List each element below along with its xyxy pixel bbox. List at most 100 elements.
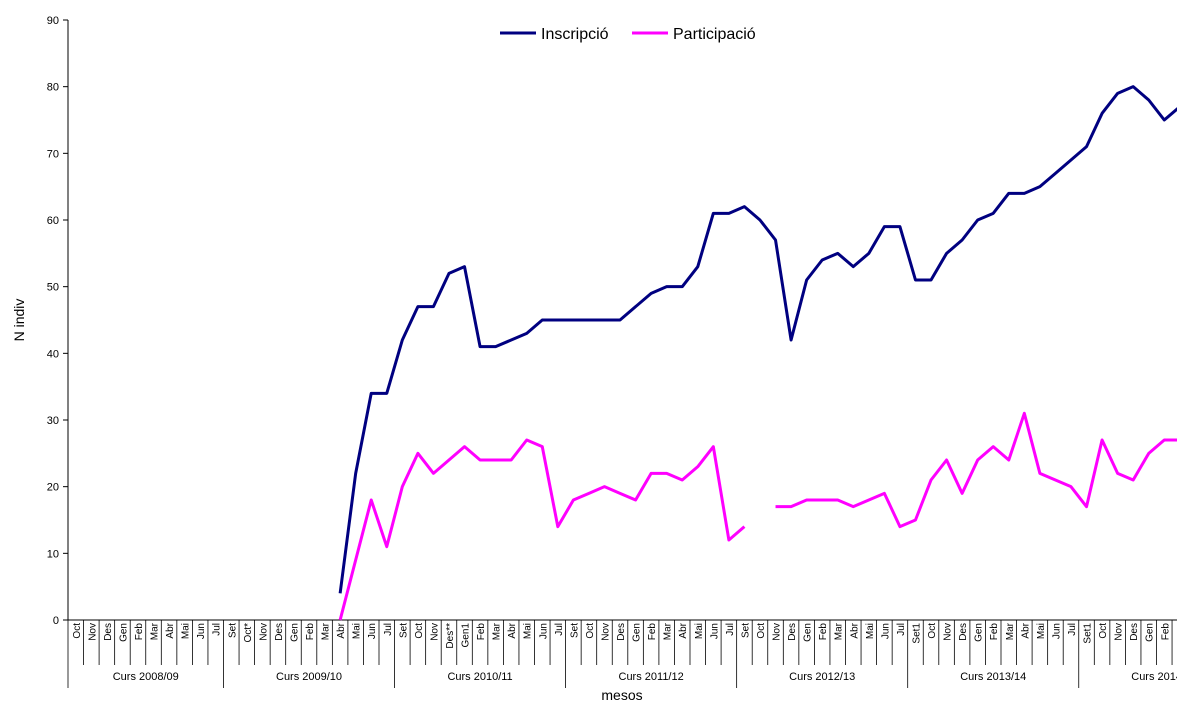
month-tick-label: Jun bbox=[538, 623, 549, 639]
month-tick-label: Mai bbox=[523, 623, 534, 639]
month-tick-label: Oct bbox=[1098, 623, 1109, 639]
series-layer bbox=[338, 85, 1177, 621]
month-tick-label: Des bbox=[1129, 623, 1140, 641]
month-tick-label: Des bbox=[103, 623, 114, 641]
month-tick-label: Oct bbox=[414, 623, 425, 639]
month-tick-label: Mai bbox=[1036, 623, 1047, 639]
month-tick-label: Feb bbox=[305, 623, 316, 641]
legend: Inscripció Participació bbox=[500, 26, 756, 43]
month-tick-label: Mar bbox=[321, 622, 332, 640]
month-tick-label: Feb bbox=[989, 623, 1000, 641]
y-tick-label: 30 bbox=[47, 415, 59, 427]
month-tick-label: Gen bbox=[118, 623, 129, 642]
month-tick-label: Nov bbox=[1114, 623, 1125, 641]
month-tick-label: Jul bbox=[554, 623, 565, 636]
course-label: Curs 2014/15 bbox=[1131, 671, 1177, 683]
month-tick-label: Jun bbox=[367, 623, 378, 639]
month-tick-label: Gen bbox=[289, 623, 300, 642]
month-tick-label: Oct* bbox=[243, 623, 254, 643]
month-tick-label: Feb bbox=[134, 623, 145, 641]
month-tick-label: Feb bbox=[818, 623, 829, 641]
month-tick-label: Jul bbox=[896, 623, 907, 636]
month-tick-label: Nov bbox=[429, 623, 440, 641]
month-tick-label: Jul bbox=[383, 623, 394, 636]
month-tick-label: Mar bbox=[663, 622, 674, 640]
month-tick-label: Abr bbox=[849, 622, 860, 638]
month-tick-label: Feb bbox=[647, 623, 658, 641]
x-axis-title: mesos bbox=[601, 687, 642, 703]
month-tick-label: Jun bbox=[1051, 623, 1062, 639]
y-tick-label: 40 bbox=[47, 348, 59, 360]
course-label: Curs 2011/12 bbox=[619, 671, 684, 683]
course-label: Curs 2009/10 bbox=[276, 671, 342, 683]
y-axis-title: N indiv bbox=[11, 299, 27, 342]
month-tick-label: Gen bbox=[803, 623, 814, 642]
month-tick-label: Set bbox=[740, 623, 751, 638]
month-tick-label: Jun bbox=[709, 623, 720, 639]
month-tick-label: Jul bbox=[725, 623, 736, 636]
month-tick-label: Gen bbox=[1145, 623, 1156, 642]
month-tick-label: Abr bbox=[336, 622, 347, 638]
month-tick-label: Jun bbox=[880, 623, 891, 639]
month-tick-label: Set bbox=[569, 623, 580, 638]
month-tick-label: Set bbox=[398, 623, 409, 638]
month-tick-label: Mar bbox=[150, 622, 161, 640]
y-tick-label: 10 bbox=[47, 548, 59, 560]
month-tick-label: Nov bbox=[772, 623, 783, 641]
month-tick-label: Nov bbox=[943, 623, 954, 641]
y-tick-label: 90 bbox=[47, 15, 59, 27]
month-tick-label: Gen bbox=[974, 623, 985, 642]
month-tick-label: Des bbox=[958, 623, 969, 641]
month-tick-label: Feb bbox=[1160, 623, 1171, 641]
month-tick-label: Mar bbox=[834, 622, 845, 640]
month-tick-label: Nov bbox=[600, 623, 611, 641]
month-tick-label: Abr bbox=[678, 622, 689, 638]
month-tick-label: Des** bbox=[445, 623, 456, 649]
month-tick-label: Mai bbox=[694, 623, 705, 639]
month-tick-label: Abr bbox=[1020, 622, 1031, 638]
y-tick-label: 50 bbox=[47, 282, 59, 294]
month-tick-label: Set1 bbox=[1083, 623, 1094, 644]
month-tick-label: Abr bbox=[507, 622, 518, 638]
month-tick-label: Mai bbox=[352, 623, 363, 639]
y-tick-label: 70 bbox=[47, 148, 59, 160]
course-label: Curs 2013/14 bbox=[960, 671, 1026, 683]
month-tick-label: Oct bbox=[756, 623, 767, 639]
month-tick-label: Des bbox=[787, 623, 798, 641]
x-axis: Oct Nov Des Gen Feb Mar Abr Mai Jun Jul Set Oct* Nov… bbox=[67, 619, 1177, 688]
month-tick-label: Mai bbox=[181, 623, 192, 639]
y-tick-label: 20 bbox=[47, 482, 59, 494]
y-tick-label: 80 bbox=[47, 82, 59, 94]
month-tick-label: Mar bbox=[1176, 622, 1177, 640]
y-axis: 0 10 20 30 40 50 60 70 80 90 bbox=[47, 15, 69, 627]
month-tick-label: Nov bbox=[87, 623, 98, 641]
month-tick-label: Feb bbox=[476, 623, 487, 641]
legend-label-inscripcio: Inscripció bbox=[541, 26, 609, 43]
month-tick-label: Oct bbox=[585, 623, 596, 639]
month-tick-label: Gen1 bbox=[461, 623, 472, 648]
month-tick-label: Nov bbox=[258, 623, 269, 641]
course-label: Curs 2010/11 bbox=[447, 671, 512, 683]
y-tick-label: 0 bbox=[53, 615, 59, 627]
month-tick-label: Jul bbox=[212, 623, 223, 636]
month-tick-label: Set1 bbox=[911, 623, 922, 644]
legend-label-participacio: Participació bbox=[673, 26, 756, 43]
month-tick-label: Gen bbox=[632, 623, 643, 642]
month-tick-label: Oct bbox=[927, 623, 938, 639]
month-tick-label: Mai bbox=[865, 623, 876, 639]
month-tick-label: Abr bbox=[165, 622, 176, 638]
month-tick-label: Oct bbox=[72, 623, 83, 639]
month-tick-label: Des bbox=[616, 623, 627, 641]
month-tick-label: Mar bbox=[1005, 622, 1016, 640]
month-tick-label: Des bbox=[274, 623, 285, 641]
y-tick-label: 60 bbox=[47, 215, 59, 227]
month-tick-label: Set bbox=[227, 623, 238, 638]
series-line-1 bbox=[338, 411, 1177, 621]
month-tick-label: Jun bbox=[196, 623, 207, 639]
month-tick-label: Mar bbox=[492, 622, 503, 640]
course-label: Curs 2008/09 bbox=[113, 671, 179, 683]
course-label: Curs 2012/13 bbox=[789, 671, 855, 683]
series-line-0 bbox=[338, 85, 1177, 594]
month-tick-label: Jul bbox=[1067, 623, 1078, 636]
